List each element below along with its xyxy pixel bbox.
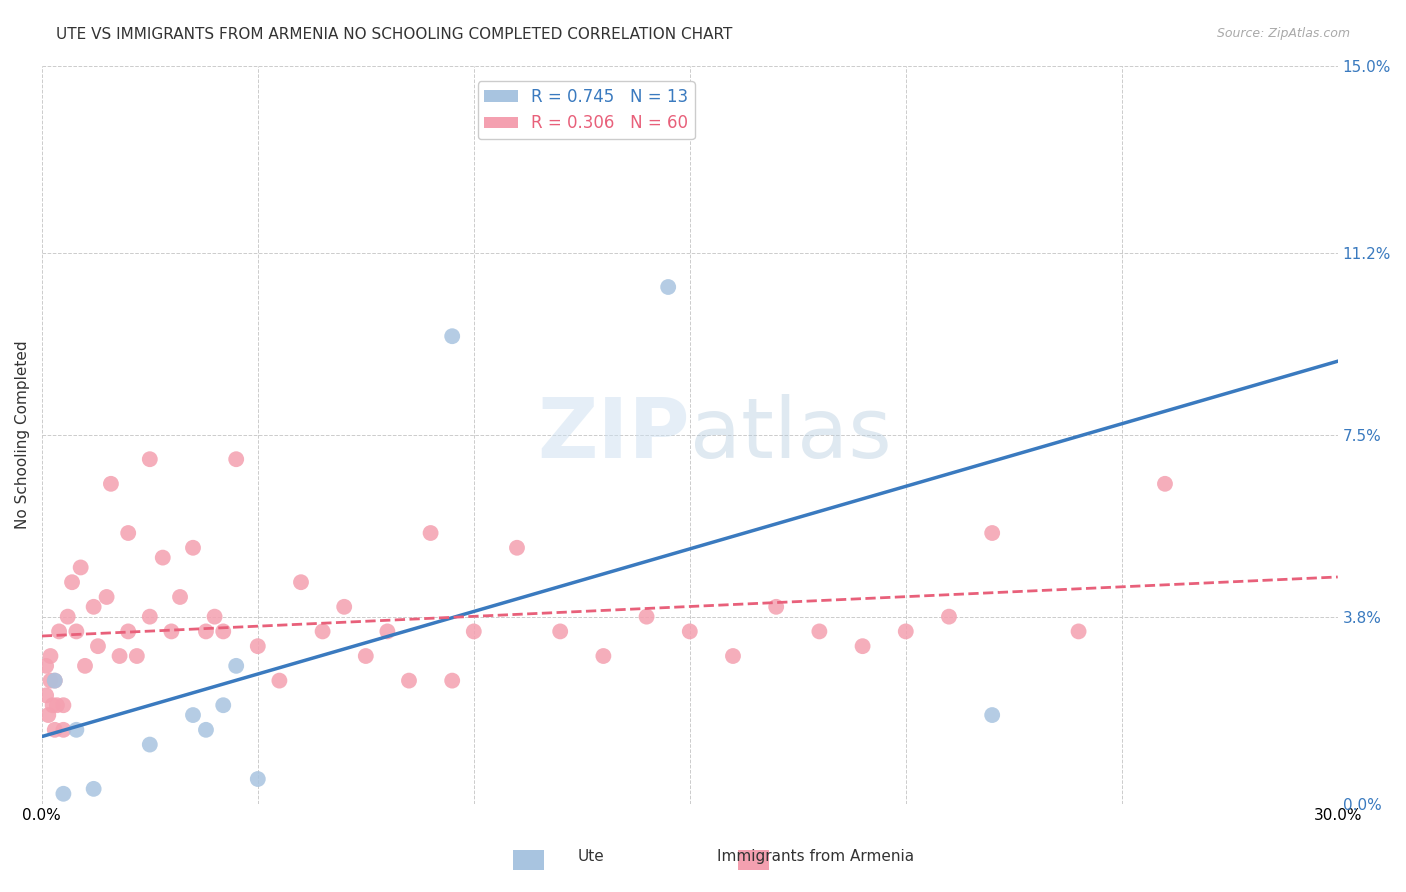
Text: Source: ZipAtlas.com: Source: ZipAtlas.com	[1216, 27, 1350, 40]
Point	[44, 723, 66, 737]
Point	[39, 673, 62, 688]
Text: atlas: atlas	[690, 394, 891, 475]
Point	[721, 648, 744, 663]
Point	[225, 452, 247, 467]
Point	[419, 526, 441, 541]
Point	[333, 599, 356, 614]
Point	[1067, 624, 1090, 639]
Point	[463, 624, 485, 639]
Point	[69, 560, 91, 574]
Point	[139, 738, 162, 752]
Point	[181, 541, 204, 555]
Legend: R = 0.745   N = 13, R = 0.306   N = 60: R = 0.745 N = 13, R = 0.306 N = 60	[478, 81, 695, 139]
Point	[657, 280, 679, 294]
Point	[60, 575, 83, 590]
Point	[39, 648, 62, 663]
Point	[41, 698, 63, 713]
Point	[194, 723, 217, 737]
Point	[65, 723, 87, 737]
Point	[765, 599, 787, 614]
Point	[441, 673, 464, 688]
Point	[377, 624, 399, 639]
Point	[938, 609, 960, 624]
Text: Ute: Ute	[576, 849, 605, 863]
Point	[100, 476, 122, 491]
Point	[73, 658, 96, 673]
Point	[108, 648, 131, 663]
Point	[169, 590, 191, 604]
Point	[139, 609, 162, 624]
Point	[56, 609, 79, 624]
Point	[592, 648, 614, 663]
Point	[212, 698, 235, 713]
Point	[441, 329, 464, 343]
Point	[83, 599, 105, 614]
Point	[808, 624, 831, 639]
Text: ZIP: ZIP	[537, 394, 690, 475]
Point	[354, 648, 377, 663]
Point	[246, 772, 269, 786]
Point	[37, 708, 59, 723]
Point	[894, 624, 917, 639]
Point	[981, 526, 1004, 541]
Point	[125, 648, 148, 663]
Point	[35, 689, 58, 703]
Point	[311, 624, 333, 639]
Point	[981, 708, 1004, 723]
Point	[181, 708, 204, 723]
Point	[269, 673, 291, 688]
Point	[506, 541, 529, 555]
Point	[225, 658, 247, 673]
Point	[1154, 476, 1177, 491]
Text: Immigrants from Armenia: Immigrants from Armenia	[717, 849, 914, 863]
Point	[65, 624, 87, 639]
Point	[117, 526, 139, 541]
Point	[52, 698, 75, 713]
Point	[246, 639, 269, 653]
Point	[204, 609, 226, 624]
Point	[83, 781, 105, 796]
Point	[52, 723, 75, 737]
Point	[851, 639, 873, 653]
Point	[96, 590, 118, 604]
Point	[44, 673, 66, 688]
Point	[139, 452, 162, 467]
Point	[398, 673, 420, 688]
Point	[45, 698, 67, 713]
Point	[636, 609, 658, 624]
Point	[212, 624, 235, 639]
Point	[44, 673, 66, 688]
Point	[52, 787, 75, 801]
Point	[117, 624, 139, 639]
Y-axis label: No Schooling Completed: No Schooling Completed	[15, 340, 30, 529]
Point	[548, 624, 571, 639]
Point	[35, 658, 58, 673]
Point	[194, 624, 217, 639]
Point	[152, 550, 174, 565]
Point	[160, 624, 183, 639]
Text: UTE VS IMMIGRANTS FROM ARMENIA NO SCHOOLING COMPLETED CORRELATION CHART: UTE VS IMMIGRANTS FROM ARMENIA NO SCHOOL…	[56, 27, 733, 42]
Point	[87, 639, 110, 653]
Point	[290, 575, 312, 590]
Point	[48, 624, 70, 639]
Point	[679, 624, 702, 639]
